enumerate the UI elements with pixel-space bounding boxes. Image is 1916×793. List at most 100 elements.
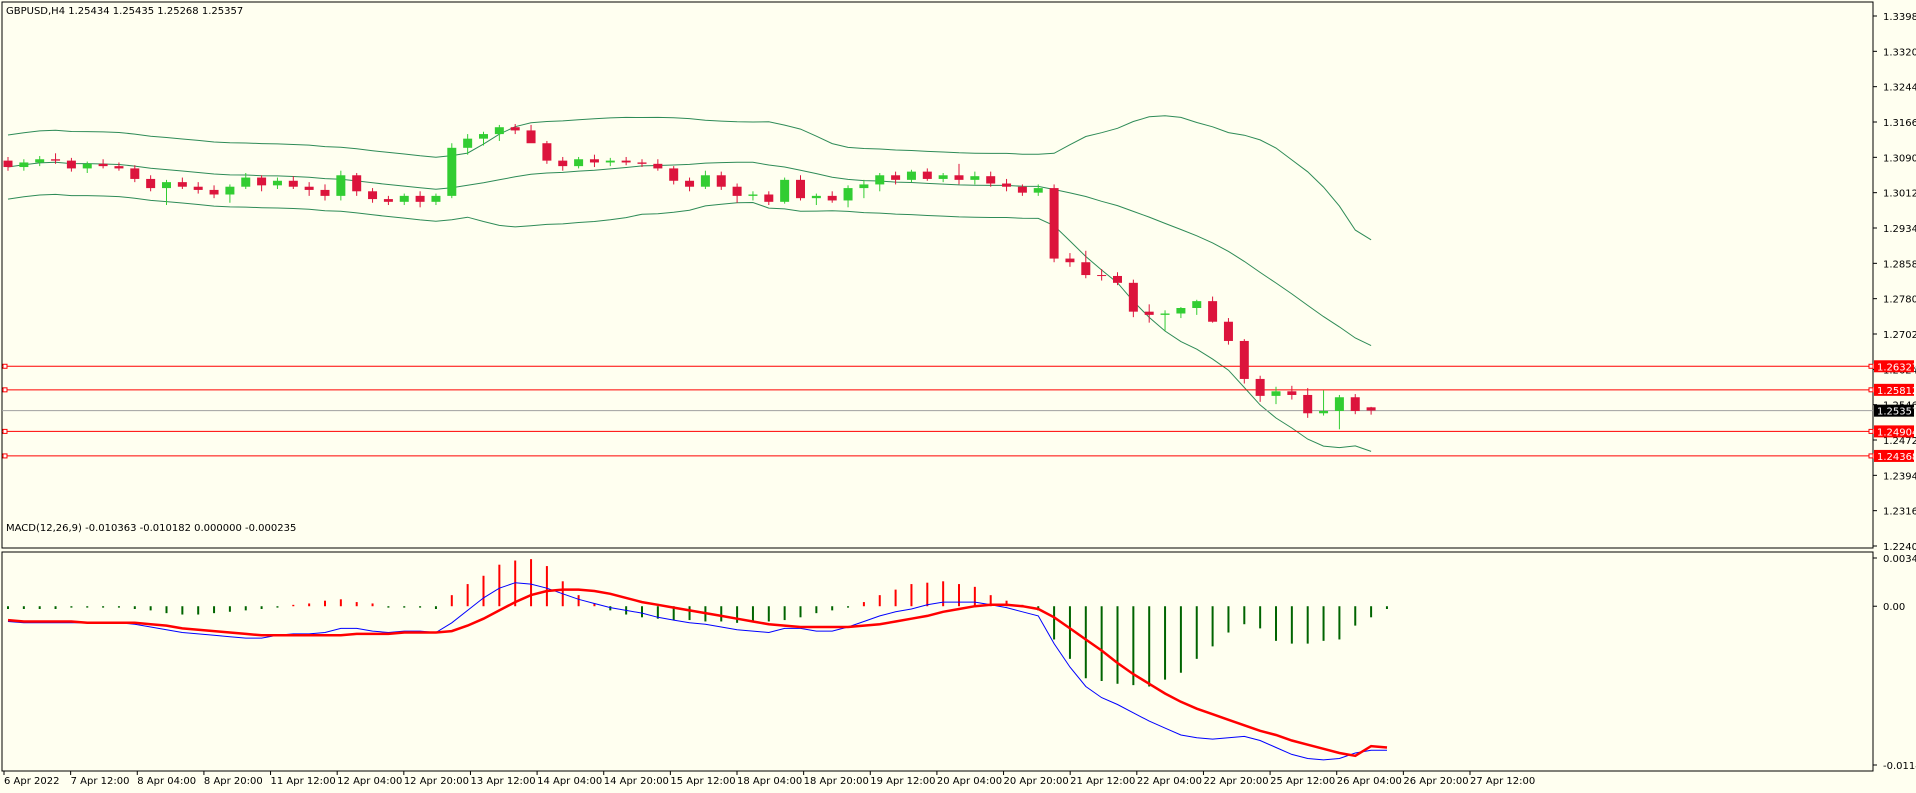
bearish-candle[interactable] [1350, 397, 1360, 411]
bearish-candle[interactable] [320, 189, 330, 196]
bearish-candle[interactable] [827, 195, 837, 201]
bearish-candle[interactable] [130, 168, 140, 179]
bearish-candle[interactable] [1287, 391, 1297, 395]
bearish-candle[interactable] [637, 162, 647, 164]
bearish-candle[interactable] [1208, 301, 1218, 322]
bullish-candle[interactable] [906, 171, 916, 180]
bearish-candle[interactable] [1303, 394, 1313, 414]
bearish-candle[interactable] [383, 199, 393, 202]
bearish-candle[interactable] [1128, 282, 1138, 312]
bullish-candle[interactable] [748, 194, 758, 196]
bearish-candle[interactable] [51, 159, 61, 161]
bearish-candle[interactable] [146, 178, 156, 189]
bearish-candle[interactable] [558, 160, 568, 167]
bullish-candle[interactable] [605, 160, 615, 163]
bullish-candle[interactable] [1192, 301, 1202, 309]
bearish-candle[interactable] [621, 160, 631, 163]
bearish-candle[interactable] [589, 159, 599, 163]
bearish-candle[interactable] [669, 168, 679, 181]
bearish-candle[interactable] [510, 127, 520, 131]
bearish-candle[interactable] [1081, 262, 1091, 276]
bullish-candle[interactable] [938, 175, 948, 179]
bearish-candle[interactable] [257, 177, 267, 186]
bearish-candle[interactable] [891, 175, 901, 180]
level-anchor-handle[interactable] [1868, 453, 1874, 459]
bearish-candle[interactable] [114, 166, 124, 169]
bullish-candle[interactable] [811, 195, 821, 199]
bearish-candle[interactable] [764, 194, 774, 202]
macd-pane[interactable]: 0.003483 0.00 -0.011467 6 Apr 2022 7 Apr 12:… [1, 551, 1916, 787]
bullish-candle[interactable] [700, 175, 710, 187]
bullish-candle[interactable] [162, 182, 171, 189]
bearish-candle[interactable] [66, 160, 76, 169]
level-anchor-handle[interactable] [1868, 387, 1874, 393]
bearish-candle[interactable] [1002, 183, 1012, 187]
bearish-candle[interactable] [685, 180, 695, 187]
bearish-candle[interactable] [526, 130, 536, 144]
bullish-candle[interactable] [272, 180, 282, 186]
bullish-candle[interactable] [479, 134, 488, 139]
bearish-candle[interactable] [98, 163, 108, 167]
bullish-candle[interactable] [1176, 308, 1186, 314]
bullish-candle[interactable] [843, 188, 853, 201]
bullish-candle[interactable] [225, 186, 235, 195]
bullish-candle[interactable] [574, 159, 584, 167]
bearish-candle[interactable] [304, 186, 314, 190]
bearish-candle[interactable] [796, 179, 805, 199]
bullish-candle[interactable] [1334, 397, 1344, 411]
level-anchor-handle[interactable] [2, 428, 8, 434]
bullish-candle[interactable] [494, 127, 504, 135]
bearish-candle[interactable] [542, 143, 552, 161]
bullish-candle[interactable] [1160, 313, 1170, 315]
bullish-candle[interactable] [241, 177, 251, 187]
bearish-candle[interactable] [716, 175, 726, 187]
bearish-candle[interactable] [1017, 186, 1027, 193]
level-anchor-handle[interactable] [2, 363, 8, 369]
bullish-candle[interactable] [1271, 391, 1281, 396]
bullish-candle[interactable] [859, 184, 869, 189]
bullish-candle[interactable] [463, 138, 473, 148]
bearish-candle[interactable] [3, 160, 13, 168]
bullish-candle[interactable] [780, 179, 790, 202]
bearish-candle[interactable] [653, 163, 663, 169]
bullish-candle[interactable] [1319, 410, 1329, 414]
bullish-candle[interactable] [447, 147, 457, 196]
level-anchor-handle[interactable] [2, 453, 8, 459]
bullish-candle[interactable] [336, 175, 346, 196]
bullish-candle[interactable] [875, 175, 885, 185]
bearish-candle[interactable] [177, 182, 187, 187]
level-anchor-handle[interactable] [2, 387, 8, 393]
price-pane[interactable]: 1.33980 1.33200 1.32440 1.31660 1.30900 1.301… [1, 1, 1916, 553]
price-tick-label: 1.32440 [1883, 83, 1916, 94]
bearish-candle[interactable] [1239, 340, 1249, 379]
bearish-candle[interactable] [1065, 258, 1075, 263]
level-anchor-handle[interactable] [1868, 428, 1874, 434]
bearish-candle[interactable] [1255, 378, 1265, 396]
bearish-candle[interactable] [1366, 407, 1376, 411]
bullish-candle[interactable] [82, 163, 92, 169]
bearish-candle[interactable] [1223, 321, 1233, 341]
bearish-candle[interactable] [288, 180, 298, 187]
bearish-candle[interactable] [368, 191, 378, 200]
bearish-candle[interactable] [209, 189, 219, 195]
bearish-candle[interactable] [986, 176, 996, 184]
bearish-candle[interactable] [954, 175, 964, 180]
bearish-candle[interactable] [352, 175, 362, 192]
bullish-candle[interactable] [431, 195, 441, 202]
bullish-candle[interactable] [1033, 188, 1043, 193]
bearish-candle[interactable] [1113, 275, 1122, 283]
time-tick-label: 20 Apr 20:00 [1004, 776, 1069, 787]
bullish-candle[interactable] [399, 195, 409, 202]
level-anchor-handle[interactable] [1868, 363, 1874, 369]
bearish-candle[interactable] [922, 171, 932, 179]
bearish-candle[interactable] [1144, 311, 1154, 315]
bearish-candle[interactable] [1049, 188, 1059, 259]
bearish-candle[interactable] [732, 186, 742, 196]
bullish-candle[interactable] [19, 162, 29, 168]
bearish-candle[interactable] [415, 195, 425, 202]
bearish-candle[interactable] [193, 186, 203, 190]
bearish-candle[interactable] [1097, 275, 1107, 277]
bullish-candle[interactable] [970, 176, 980, 180]
bullish-candle[interactable] [35, 159, 45, 163]
